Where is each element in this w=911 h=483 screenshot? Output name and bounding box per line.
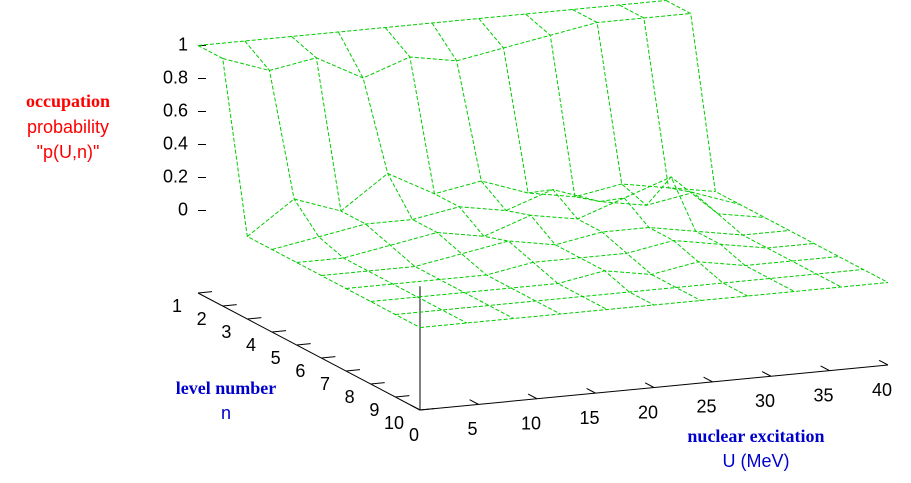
x-tick [878, 359, 889, 366]
y-tick-label: 4 [246, 335, 256, 355]
axis-line [197, 292, 421, 411]
y-tick-label: 5 [271, 348, 281, 368]
y-tick-label: 7 [320, 374, 330, 394]
y-tick-label: 2 [197, 309, 207, 329]
x-tick-label: 15 [579, 408, 599, 428]
surface-column [244, 40, 468, 324]
z-tick-label: 0.8 [163, 67, 188, 87]
z-tick-label: 0 [178, 199, 188, 219]
y-tick-label: 10 [384, 413, 404, 433]
y-tick [247, 317, 262, 320]
surface-column [337, 31, 561, 315]
y-tick [321, 356, 336, 359]
y-tick-label: 8 [345, 387, 355, 407]
x-label: U (MeV) [723, 451, 790, 471]
y-tick [271, 330, 287, 333]
y-tick-label: 6 [295, 361, 305, 381]
y-label: n [221, 403, 231, 423]
x-tick-label: 35 [813, 385, 833, 405]
surface-row [222, 13, 691, 79]
z-tick-label: 0.2 [163, 166, 188, 186]
surface-row [321, 226, 790, 276]
surface-row [271, 188, 741, 250]
y-tick-label: 3 [221, 322, 231, 342]
x-tick [469, 399, 479, 405]
surface-row [395, 269, 864, 315]
surface-column [384, 27, 608, 310]
y-tick [395, 395, 410, 398]
z-label: "p(U,n)" [37, 142, 100, 162]
y-tick-label: 1 [172, 296, 182, 316]
x-tick [703, 376, 713, 383]
y-tick [197, 291, 213, 294]
surface-column [431, 22, 655, 306]
z-tick-label: 1 [178, 34, 188, 54]
surface-column [618, 4, 842, 288]
x-tick-label: 40 [872, 380, 892, 400]
y-tick [419, 408, 435, 411]
x-tick-label: 5 [467, 419, 477, 439]
surface-column [525, 13, 748, 297]
y-tick [370, 382, 385, 385]
x-tick [761, 371, 772, 377]
y-tick-label: 9 [369, 400, 379, 420]
x-tick [820, 365, 830, 372]
x-tick-label: 10 [521, 414, 541, 434]
surface-column [572, 9, 795, 292]
y-tick [296, 343, 311, 346]
y-label: level number [176, 378, 277, 398]
x-tick-label: 20 [638, 402, 658, 422]
x-tick-label: 30 [755, 391, 775, 411]
surface-column [665, 0, 889, 283]
x-tick [410, 404, 421, 411]
y-tick [222, 304, 237, 307]
x-label: nuclear excitation [687, 426, 824, 446]
surface-column [291, 36, 514, 319]
x-tick [527, 393, 538, 400]
z-tick-label: 0.6 [163, 100, 188, 120]
surface-column [197, 45, 421, 328]
x-tick-label: 25 [696, 397, 716, 417]
surface-row [246, 172, 716, 237]
x-tick [644, 382, 655, 388]
z-label: occupation [26, 91, 110, 111]
z-label: probability [27, 117, 109, 137]
y-tick [345, 369, 361, 372]
x-tick [586, 388, 596, 394]
x-tick-label: 0 [409, 425, 419, 445]
z-tick-label: 0.4 [163, 133, 188, 153]
surface-column [478, 18, 702, 301]
